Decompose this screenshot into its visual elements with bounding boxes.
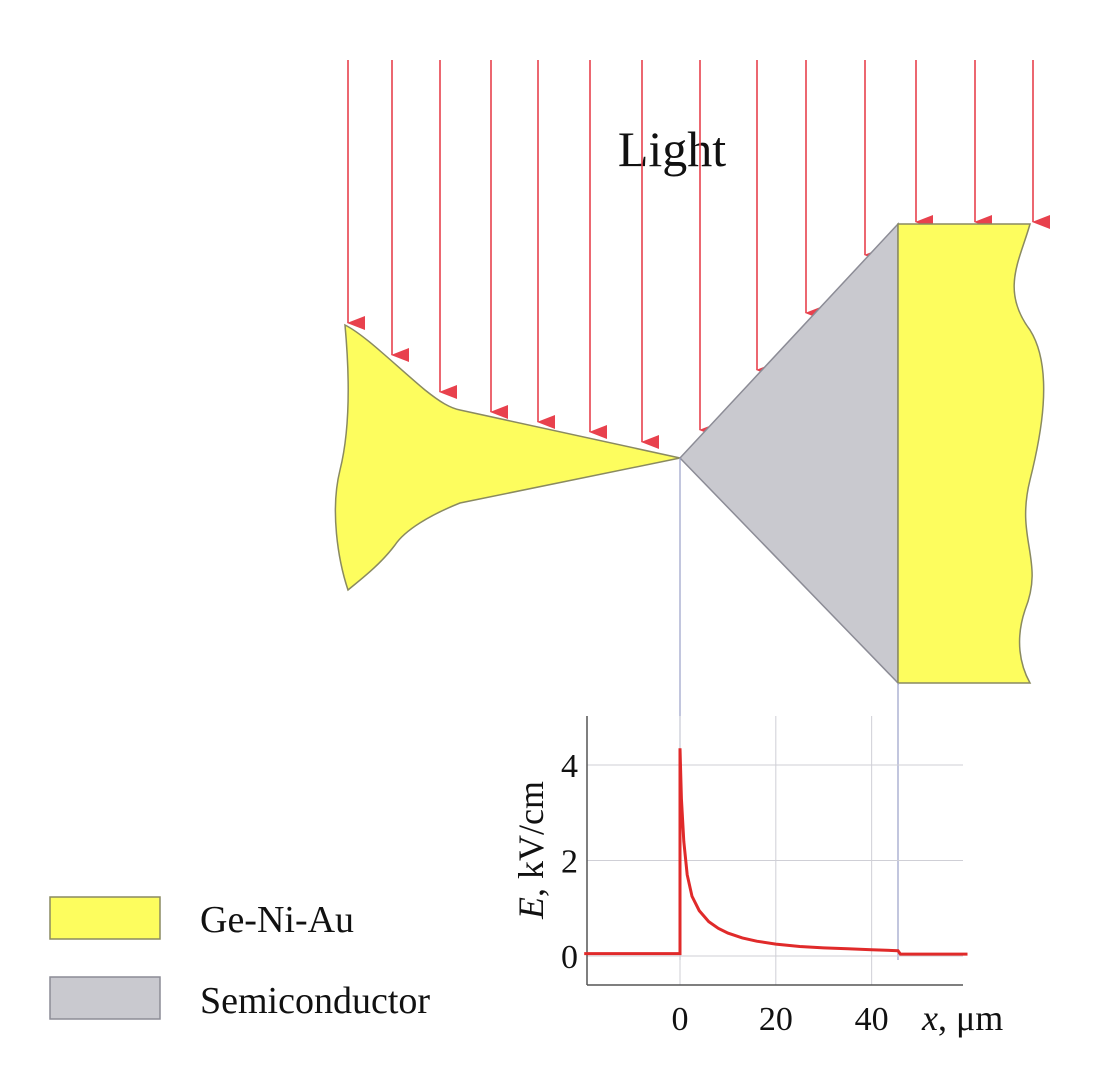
x-tick-label: 0: [672, 1001, 689, 1038]
y-axis-label-var: E: [511, 897, 551, 920]
x-axis-label: x, μm: [921, 998, 1003, 1038]
light-arrows: [347, 60, 1050, 449]
y-tick-labels: 0 2 4: [561, 748, 578, 976]
field-chart: 0 2 4 0 20 40 E, kV/cm x, μm: [511, 716, 1003, 1038]
y-axis-label: E, kV/cm: [511, 781, 551, 920]
light-title: Light: [618, 121, 726, 177]
x-axis-label-var: x: [921, 998, 938, 1038]
y-axis-label-unit: , kV/cm: [511, 781, 551, 897]
legend: Ge-Ni-Au Semiconductor: [49, 896, 430, 1022]
x-axis-label-unit: , μm: [938, 998, 1003, 1038]
legend-swatch-semiconductor: [49, 976, 161, 1020]
semiconductor-region: [678, 222, 899, 685]
right-metal-contact: [897, 223, 1045, 684]
left-metal-contact: [334, 323, 681, 592]
x-tick-label: 40: [855, 1001, 889, 1038]
legend-label-semiconductor: Semiconductor: [200, 980, 430, 1022]
x-tick-labels: 0 20 40: [672, 1001, 889, 1038]
field-curve: [584, 748, 968, 956]
y-tick-label: 4: [561, 748, 578, 785]
legend-label-metal: Ge-Ni-Au: [200, 899, 354, 941]
y-tick-label: 2: [561, 844, 578, 881]
y-tick-label: 0: [561, 939, 578, 976]
x-tick-label: 20: [759, 1001, 793, 1038]
legend-swatch-metal: [49, 896, 161, 940]
